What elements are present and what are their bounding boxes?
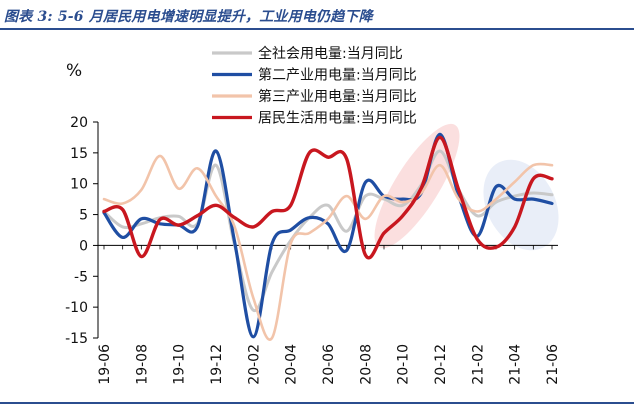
x-tick-label: 20-10: [396, 344, 412, 385]
y-tick-label: 20: [70, 115, 88, 131]
legend-label-3: 第三产业用电量:当月同比: [258, 88, 417, 105]
x-tick-label: 20-06: [321, 344, 337, 385]
x-tick-label: 20-08: [358, 344, 374, 385]
series-layer: [102, 132, 554, 341]
x-tick-label: 19-12: [209, 344, 225, 385]
series-line-1: [102, 149, 554, 312]
axes: 20 15 10 5 0 -5 -10 -15 19-06 19-08 19-10 19-12 20-0…: [65, 115, 561, 385]
x-tick-label: 20-04: [284, 344, 300, 385]
x-tick-label: 21-06: [545, 344, 561, 385]
series-line-2: [102, 132, 554, 339]
series-line-4: [102, 135, 554, 260]
x-tick-label: 19-10: [172, 344, 188, 385]
legend-label-4: 居民生活用电量:当月同比: [258, 111, 417, 127]
x-tick-label: 19-06: [97, 344, 113, 385]
figure-title: 图表 3: 5-6 月居民用电增速明显提升，工业用电仍趋下降: [4, 9, 373, 25]
y-tick-label: 10: [70, 177, 88, 193]
legend-label-2: 第二产业用电量:当月同比: [258, 67, 417, 84]
x-tick-label: 20-12: [433, 344, 449, 385]
y-tick-label: -15: [65, 331, 88, 347]
y-tick-label: -5: [74, 269, 88, 285]
highlight-ellipse-1: [374, 123, 460, 249]
title-rule: [0, 28, 634, 30]
y-tick-label: 0: [79, 238, 88, 254]
y-unit-label: %: [66, 61, 82, 81]
y-tick-label: 5: [79, 208, 88, 224]
x-tick-label: 21-04: [508, 344, 524, 385]
y-tick-label: 15: [70, 146, 88, 162]
x-tick-label: 19-08: [134, 344, 150, 385]
y-tick-label: -10: [65, 300, 88, 316]
legend: 全社会用电量:当月同比第二产业用电量:当月同比第三产业用电量:当月同比居民生活用…: [212, 45, 417, 127]
legend-label-1: 全社会用电量:当月同比: [258, 45, 403, 62]
x-tick-label: 20-02: [246, 344, 262, 385]
bottom-rule: [0, 402, 634, 404]
highlight-ellipse-2: [483, 159, 559, 251]
series-line-3: [102, 154, 554, 341]
x-tick-label: 21-02: [470, 344, 486, 385]
